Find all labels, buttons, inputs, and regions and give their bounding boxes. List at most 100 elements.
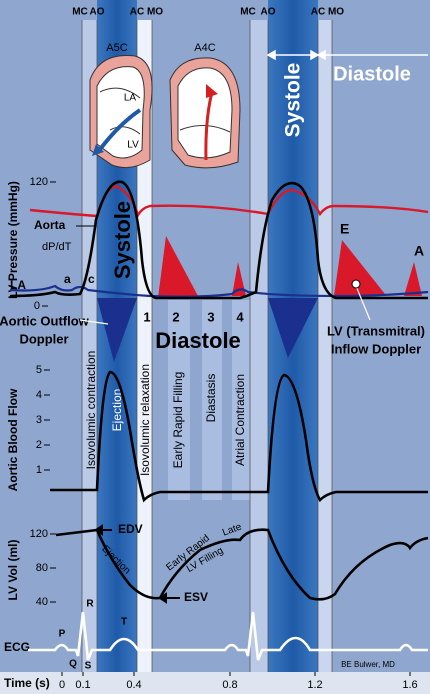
diastole-label: Diastole xyxy=(333,63,411,85)
time-axis-band xyxy=(0,672,430,694)
marker: MC xyxy=(72,7,88,18)
tick-label: 120 xyxy=(30,528,48,540)
path-shape xyxy=(94,524,103,536)
diastole-label: Diastole xyxy=(155,328,241,353)
tick-label: 4 xyxy=(36,389,42,401)
ecg-wave: Q xyxy=(69,659,77,670)
tick-label: 120 xyxy=(30,176,48,188)
pressure-label: LA xyxy=(10,278,26,292)
systole-label: Systole xyxy=(282,63,305,138)
tick-label: 80 xyxy=(36,562,48,574)
pressure-label: c xyxy=(88,272,95,286)
tick-label: 1 xyxy=(36,464,42,476)
marker: MO xyxy=(147,7,163,18)
tick-label: 0.4 xyxy=(126,679,141,691)
chamber-label: LV xyxy=(127,140,139,151)
tick-label: 0.1 xyxy=(75,679,90,691)
phase-number: 1 xyxy=(143,309,150,324)
path-shape xyxy=(177,67,233,159)
path-shape xyxy=(97,298,137,362)
phase-number: 4 xyxy=(236,309,244,324)
heart-a4c xyxy=(169,57,241,169)
doppler-label: Aortic Outflow xyxy=(0,313,90,328)
path-shape xyxy=(404,262,422,296)
phase-number: 3 xyxy=(207,309,214,324)
phase-label: Isovolumic contraction xyxy=(84,351,98,470)
tick-label: 1.6 xyxy=(402,679,417,691)
axis-label: LV Pressure (mmHg) xyxy=(6,181,20,299)
echo-view: A5C xyxy=(106,42,127,54)
group: Isovolumic contraction Ejection Isovolum… xyxy=(84,351,247,476)
group: P Q R S T xyxy=(59,599,127,672)
tick-label: 5 xyxy=(36,364,42,376)
doppler-label: Doppler xyxy=(19,331,68,346)
band-phase xyxy=(232,300,250,500)
group: 120 0 5 4 3 2 1 120 80 40 0 0.1 0.4 0.8 … xyxy=(30,176,418,691)
systole-label: Systole xyxy=(110,201,135,279)
path-shape xyxy=(334,240,385,296)
tick-label: 0 xyxy=(34,300,40,312)
band-isovolumic-contraction xyxy=(250,20,268,672)
path-shape xyxy=(310,49,320,61)
line-shape xyxy=(355,285,371,321)
marker: MC xyxy=(240,7,256,18)
band-isovolumic-relaxation xyxy=(318,20,332,672)
ecg-wave: P xyxy=(59,629,66,640)
path-shape xyxy=(92,144,104,156)
marker: AC xyxy=(311,7,325,18)
path-shape xyxy=(96,66,145,159)
phase-number: 2 xyxy=(172,309,179,324)
marker: AO xyxy=(90,7,105,18)
marker: AC xyxy=(130,7,144,18)
tick-label: 2 xyxy=(36,439,42,451)
pressure-label: A xyxy=(414,243,424,259)
group: Aorta dP/dT LA a c Systole E A xyxy=(10,201,424,292)
pressure-label: E xyxy=(340,221,349,237)
ecg-trace xyxy=(28,611,428,661)
tick-label: 40 xyxy=(36,596,48,608)
phase-label: Early Rapid Filling xyxy=(171,372,185,469)
chamber-label: LA xyxy=(124,93,137,104)
callout-dot xyxy=(351,279,361,289)
axis-label: Time (s) xyxy=(4,676,50,690)
volume-label: ESV xyxy=(184,590,208,604)
group: 1 2 3 4 Diastole Aortic Outflow Doppler … xyxy=(0,309,425,356)
heart-a5c xyxy=(89,55,153,169)
la-pressure xyxy=(9,284,429,298)
outflow-doppler xyxy=(97,298,318,362)
callout-lines xyxy=(79,285,371,325)
group: MC AO AC MO MC AO AC MO xyxy=(72,7,344,18)
phase-label: Ejection xyxy=(110,389,124,432)
group: LV Pressure (mmHg) Aortic Blood Flow LV … xyxy=(4,181,50,690)
pressure-label: Aorta xyxy=(34,218,66,232)
lv-pressure xyxy=(9,180,428,300)
ecg-wave: S xyxy=(85,661,92,672)
pressure-label: dP/dT xyxy=(42,241,72,253)
axis-label: LV Vol (ml) xyxy=(6,540,20,601)
tick-label: 0.8 xyxy=(222,679,237,691)
echo-view: A4C xyxy=(194,42,215,54)
axis-label: ECG xyxy=(4,640,30,654)
band-phase xyxy=(168,300,190,500)
tick-marks xyxy=(42,181,411,676)
path-shape xyxy=(316,49,326,61)
tick-label: 0 xyxy=(59,679,65,691)
path-shape xyxy=(179,125,231,133)
path-shape xyxy=(204,91,214,161)
path-shape xyxy=(266,49,276,61)
band-isovolumic-contraction xyxy=(82,20,97,672)
tick-label: 1.2 xyxy=(307,679,322,691)
axis-label: Aortic Blood Flow xyxy=(6,388,20,491)
aortic-flow xyxy=(50,370,428,503)
credit: BE Bulwer, MD xyxy=(341,660,395,669)
phase-label: Atrial Contraction xyxy=(233,374,247,466)
marker: AO xyxy=(261,7,276,18)
top-phase-arrows xyxy=(266,49,428,61)
phase-label: Diastasis xyxy=(204,374,218,423)
line-shape xyxy=(79,319,109,325)
band-isovolumic-relaxation xyxy=(137,20,152,672)
lv-volume xyxy=(55,528,429,601)
ecg-wave: T xyxy=(121,617,127,628)
inflow-doppler xyxy=(158,236,422,298)
